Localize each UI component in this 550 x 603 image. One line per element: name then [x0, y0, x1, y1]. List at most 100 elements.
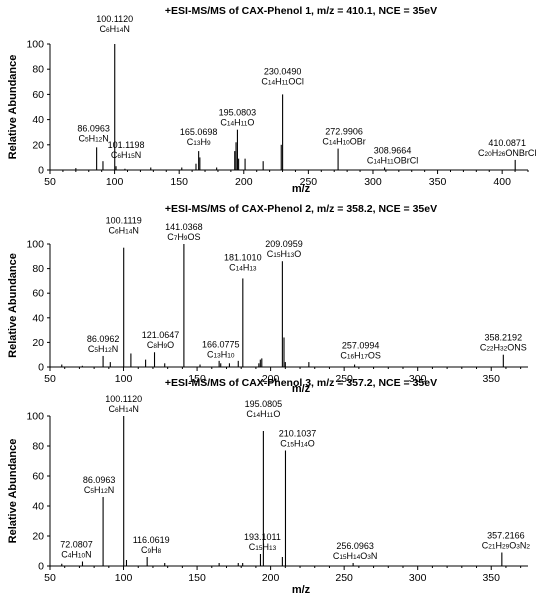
peak-mz-label: 210.1037 [279, 429, 317, 439]
peak-formula-label: C14H11OCl [261, 76, 303, 86]
peak-formula-label: C14H11O [246, 409, 280, 419]
y-tick-label: 20 [32, 139, 44, 151]
peak-mz-label: 181.1010 [224, 252, 262, 262]
x-tick-label: 50 [44, 373, 56, 385]
peak-mz-label: 256.0963 [336, 541, 374, 551]
x-tick-label: 200 [262, 572, 280, 584]
y-tick-label: 80 [32, 64, 44, 76]
y-tick-label: 100 [26, 411, 44, 423]
x-tick-label: 150 [188, 572, 206, 584]
peak-formula-label: C6H14N [109, 404, 139, 414]
y-tick-label: 20 [32, 531, 44, 543]
peak-formula-label: C15H14O [280, 439, 314, 449]
peak-mz-label: 121.0647 [142, 330, 180, 340]
peak-mz-label: 357.2166 [487, 531, 525, 541]
peak-mz-label: 272.9906 [325, 127, 363, 137]
y-tick-label: 100 [26, 39, 44, 51]
peak-formula-label: C21H29O3N2 [482, 541, 531, 551]
peak-mz-label: 358.2192 [485, 333, 523, 343]
x-axis-title: m/z [292, 183, 311, 195]
peak-formula-label: C15H13O [267, 249, 301, 259]
peak-formula-label: C15H13 [249, 542, 277, 552]
peak-formula-label: C14H11O [220, 118, 254, 128]
y-axis-title: Relative Abundance [7, 253, 19, 358]
y-tick-label: 60 [32, 471, 44, 483]
x-tick-label: 100 [115, 373, 133, 385]
peak-mz-label: 100.1120 [96, 14, 133, 24]
peak-mz-label: 86.0962 [87, 334, 120, 344]
x-tick-label: 100 [106, 176, 124, 188]
x-tick-label: 200 [262, 373, 280, 385]
y-tick-label: 100 [26, 239, 44, 251]
peak-mz-label: 230.0490 [264, 66, 302, 76]
x-tick-label: 350 [482, 572, 500, 584]
peak-mz-label: 86.0963 [83, 475, 116, 485]
x-tick-label: 150 [170, 176, 188, 188]
peak-formula-label: C7H9OS [167, 232, 200, 242]
peak-formula-label: C14H13 [229, 262, 257, 272]
chart-title: +ESI-MS/MS of CAX-Phenol 3, m/z = 357.2,… [165, 377, 437, 389]
peak-formula-label: C16H17OS [340, 351, 380, 361]
peak-mz-label: 101.1198 [108, 140, 145, 150]
peak-mz-label: 165.0698 [180, 127, 218, 137]
peak-mz-label: 257.0994 [342, 341, 380, 351]
y-tick-label: 0 [38, 561, 44, 573]
x-tick-label: 250 [335, 373, 353, 385]
chart-title: +ESI-MS/MS of CAX-Phenol 2, m/z = 358.2,… [165, 203, 437, 215]
y-tick-label: 0 [38, 165, 44, 177]
peak-mz-label: 100.1120 [105, 394, 142, 404]
peak-mz-label: 86.0963 [77, 123, 110, 133]
x-tick-label: 150 [188, 373, 206, 385]
peak-formula-label: C20H26ONBrCl [478, 148, 536, 158]
peak-formula-label: C22H32ONS [480, 343, 527, 353]
peak-formula-label: C5H12N [78, 133, 108, 143]
peak-formula-label: C6H14N [100, 24, 130, 34]
x-tick-label: 250 [335, 572, 353, 584]
y-tick-label: 40 [32, 501, 44, 513]
peak-mz-label: 209.0959 [265, 239, 303, 249]
peak-mz-label: 100.1119 [106, 216, 142, 226]
chart-title: +ESI-MS/MS of CAX-Phenol 1, m/z = 410.1,… [165, 5, 437, 17]
peak-formula-label: C6H14N [109, 226, 139, 236]
spectrum-panel-3: +ESI-MS/MS of CAX-Phenol 3, m/z = 357.2,… [7, 377, 530, 596]
peak-formula-label: C13H9 [187, 137, 211, 147]
x-tick-label: 350 [429, 176, 447, 188]
peak-formula-label: C9H8 [141, 545, 162, 555]
x-axis-title: m/z [292, 383, 311, 395]
peak-formula-label: C15H14O3N [333, 551, 378, 561]
peak-mz-label: 195.0803 [219, 108, 257, 118]
peak-formula-label: C5H12N [88, 344, 118, 354]
peak-mz-label: 166.0775 [202, 339, 240, 349]
peak-mz-label: 308.9664 [374, 145, 412, 155]
y-tick-label: 40 [32, 114, 44, 126]
x-tick-label: 50 [44, 176, 56, 188]
y-tick-label: 20 [32, 337, 44, 349]
peak-mz-label: 72.0807 [60, 540, 93, 550]
y-tick-label: 80 [32, 263, 44, 275]
x-tick-label: 400 [493, 176, 511, 188]
y-tick-label: 60 [32, 89, 44, 101]
peak-formula-label: C5H12N [84, 485, 114, 495]
